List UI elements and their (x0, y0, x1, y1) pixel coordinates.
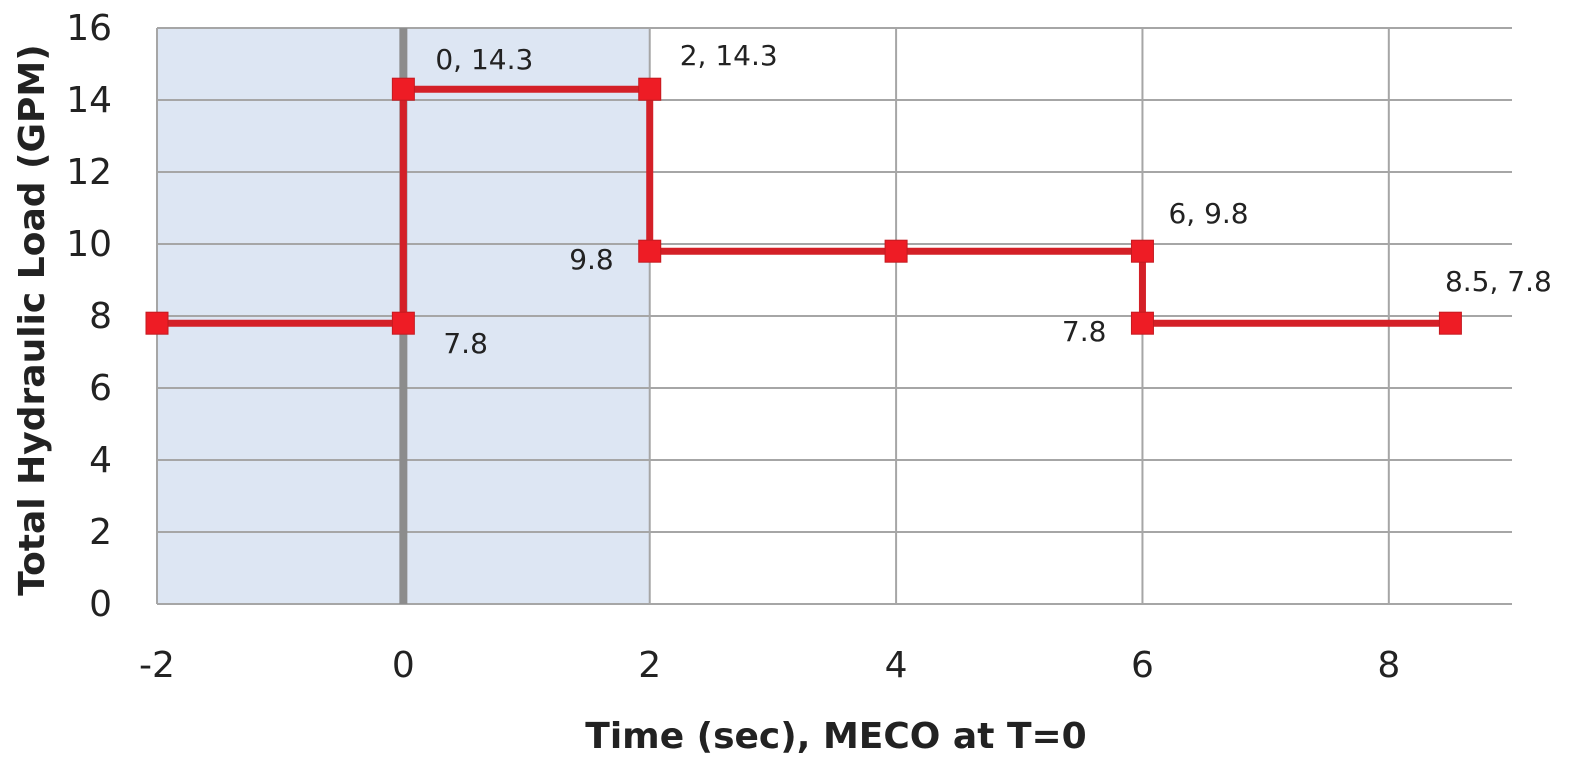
data-point-marker (145, 311, 169, 335)
data-labels: 0, 14.3 2, 14.3 9.8 7.8 6, 9.8 7.8 8.5, 7.8 (435, 39, 1551, 360)
data-point-marker (1130, 239, 1154, 263)
y-tick-label: 0 (89, 584, 112, 625)
data-label: 7.8 (1062, 315, 1107, 348)
y-tick-label: 2 (89, 512, 112, 553)
x-tick-label: 4 (885, 645, 908, 686)
y-tick-label: 12 (66, 152, 112, 193)
x-tick-label: 0 (392, 645, 415, 686)
data-point-marker (884, 239, 908, 263)
x-axis-title: Time (sec), MECO at T=0 (585, 716, 1086, 757)
data-label: 8.5, 7.8 (1445, 265, 1552, 298)
x-tick-label: 8 (1377, 645, 1400, 686)
x-tick-labels: -2 0 2 4 6 8 (139, 645, 1400, 686)
y-tick-label: 8 (89, 296, 112, 337)
data-label: 7.8 (443, 327, 488, 360)
x-tick-label: -2 (139, 645, 175, 686)
y-tick-label: 6 (89, 368, 112, 409)
y-tick-label: 4 (89, 440, 112, 481)
x-tick-label: 2 (638, 645, 661, 686)
y-tick-labels: 0 2 4 6 8 10 12 14 16 (66, 8, 112, 625)
data-point-marker (638, 77, 662, 101)
x-tick-label: 6 (1131, 645, 1154, 686)
data-label: 2, 14.3 (680, 39, 778, 72)
data-label: 0, 14.3 (435, 43, 533, 76)
y-axis-title: Total Hydraulic Load (GPM) (12, 44, 53, 595)
data-label: 6, 9.8 (1168, 197, 1248, 230)
y-tick-label: 16 (66, 8, 112, 49)
data-label: 9.8 (569, 243, 614, 276)
data-point-marker (391, 311, 415, 335)
data-point-marker (638, 239, 662, 263)
data-point-marker (391, 77, 415, 101)
data-series (145, 77, 1462, 335)
data-point-marker (1130, 311, 1154, 335)
data-point-marker (1438, 311, 1462, 335)
y-tick-label: 10 (66, 224, 112, 265)
y-tick-label: 14 (66, 80, 112, 121)
